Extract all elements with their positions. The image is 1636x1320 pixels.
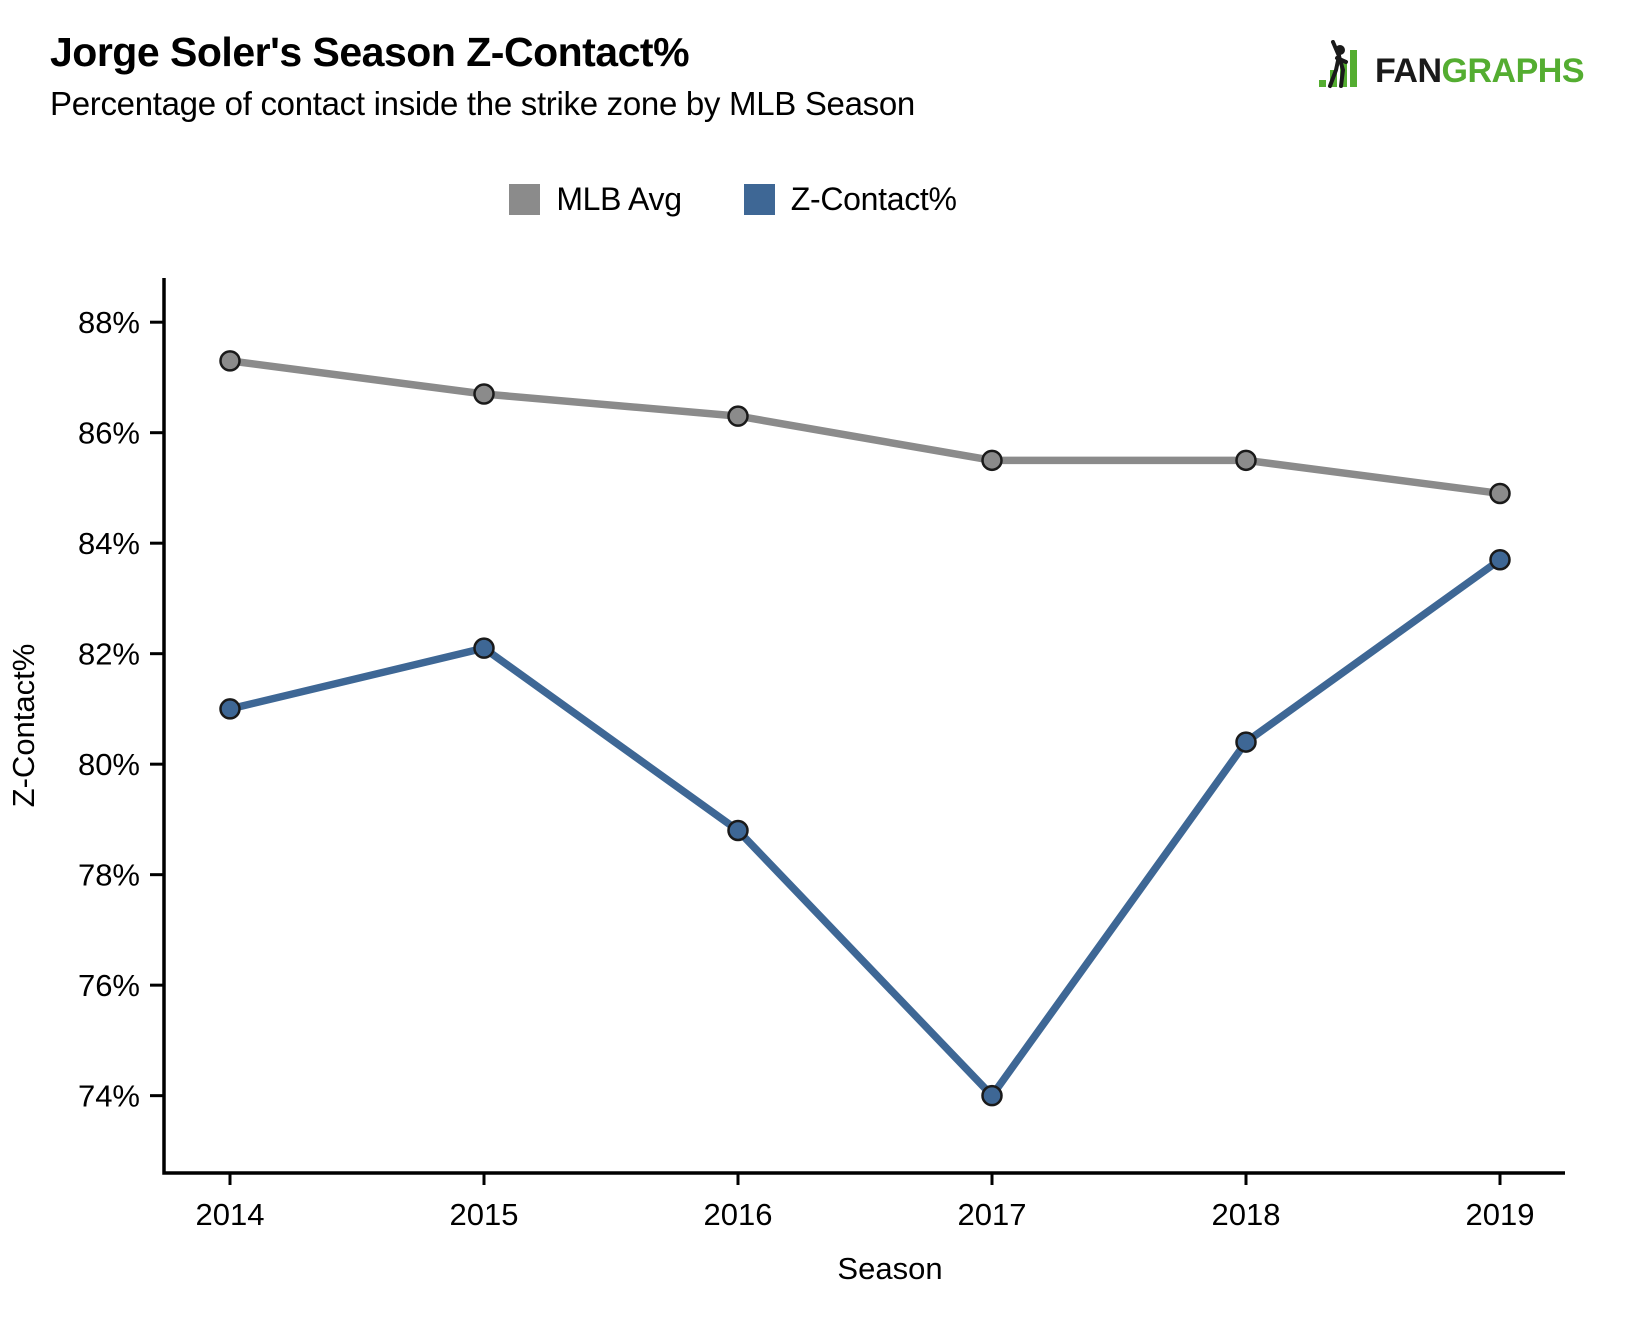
chart-legend: MLB Avg Z-Contact% (0, 181, 1551, 218)
x-tick-label: 2016 (704, 1197, 773, 1232)
chart-title: Jorge Soler's Season Z-Contact% (50, 29, 690, 75)
data-point-mlb-avg-2019 (1489, 482, 1511, 505)
axis-lines (162, 278, 1565, 1175)
data-point-mlb-avg-2014 (219, 350, 241, 372)
legend-item-z-contact: Z-Contact% (743, 181, 957, 218)
line-chart: 74% 76% 78% 80% 82% 84% 86% 88% 2014 2015 2016 2017… (6, 278, 1565, 1286)
x-tick-label: 2014 (196, 1197, 265, 1232)
legend-swatch-z-contact (743, 184, 775, 215)
y-tick-label: 80% (78, 747, 140, 782)
y-tick-label: 78% (78, 858, 140, 893)
y-tick-label: 74% (78, 1079, 140, 1114)
series-line-mlb-avg (226, 357, 1504, 498)
legend-swatch-mlb-avg (509, 184, 541, 215)
series-line-z-contact- (226, 556, 1504, 1100)
fangraphs-batter-icon (1319, 40, 1358, 88)
x-tick-label: 2015 (450, 1197, 519, 1232)
y-tick-label: 84% (78, 526, 140, 561)
y-tick-label: 88% (78, 305, 140, 340)
data-point-z-contact--2014 (219, 698, 241, 720)
x-tick-label: 2019 (1466, 1197, 1535, 1232)
x-tick-label: 2017 (958, 1197, 1027, 1232)
data-point-z-contact--2015 (473, 637, 495, 659)
fangraphs-wordmark: FANGRAPHS (1375, 54, 1584, 90)
data-point-mlb-avg-2018 (1235, 449, 1257, 472)
legend-label-z-contact: Z-Contact% (790, 181, 957, 217)
data-point-mlb-avg-2016 (727, 405, 749, 427)
chart-subtitle: Percentage of contact inside the strike … (50, 85, 915, 123)
data-point-z-contact--2017 (981, 1084, 1003, 1107)
data-point-mlb-avg-2015 (473, 383, 495, 405)
fangraphs-logo: FANGRAPHS (1319, 40, 1585, 90)
legend-label-mlb-avg: MLB Avg (556, 181, 682, 217)
y-tick-label: 86% (78, 416, 140, 451)
data-point-z-contact--2019 (1489, 549, 1511, 571)
y-tick-label: 82% (78, 637, 140, 672)
chart-header: Jorge Soler's Season Z-Contact% Percenta… (50, 29, 915, 123)
x-axis-title: Season (837, 1251, 942, 1286)
x-tick-label: 2018 (1212, 1197, 1281, 1232)
fangraphs-graphs-text: GRAPHS (1441, 52, 1585, 90)
data-point-z-contact--2016 (727, 819, 749, 842)
y-tick-label: 76% (78, 968, 140, 1003)
data-point-z-contact--2018 (1235, 731, 1257, 753)
data-point-mlb-avg-2017 (981, 449, 1003, 472)
fangraphs-fan-text: FAN (1375, 52, 1442, 90)
y-axis-title: Z-Contact% (6, 644, 41, 808)
legend-item-mlb-avg: MLB Avg (509, 181, 682, 218)
